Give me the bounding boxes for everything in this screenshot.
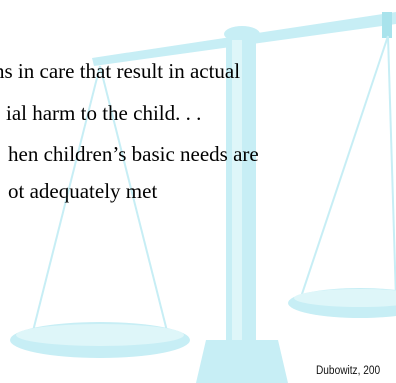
scale-base	[196, 340, 288, 383]
text-line-3: hen children’s basic needs are	[8, 142, 259, 166]
text-line-1: ns in care that result in actual	[0, 59, 241, 83]
scale-finial	[224, 26, 260, 42]
text-line-4: ot adequately met	[8, 179, 158, 203]
citation: Dubowitz, 200	[316, 365, 381, 377]
text-line-2: ial harm to the child. . .	[6, 101, 202, 125]
